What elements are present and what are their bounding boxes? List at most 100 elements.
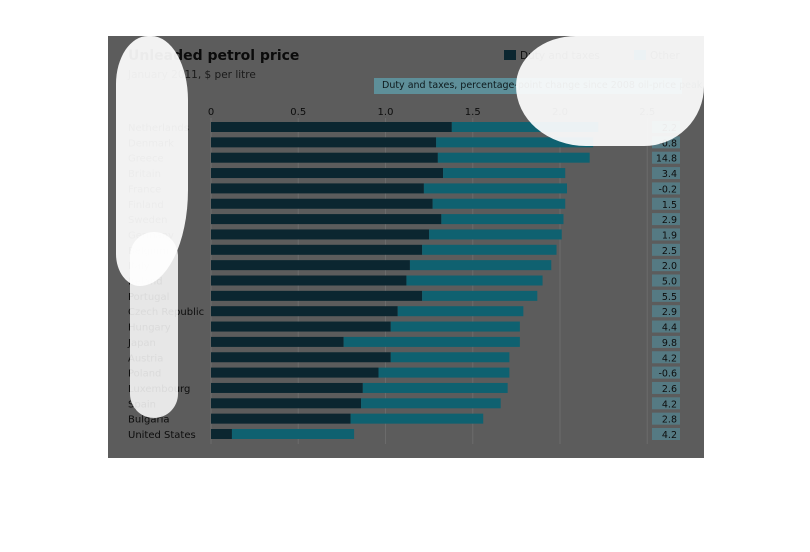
change-value-label: 2.8 bbox=[662, 415, 677, 426]
change-value-cell bbox=[652, 289, 680, 302]
bar-segment-other bbox=[350, 413, 484, 424]
category-label: Hungary bbox=[128, 323, 171, 334]
bar-segment-duty bbox=[211, 168, 444, 179]
bar-segment-other bbox=[397, 306, 524, 317]
change-value-cell bbox=[652, 197, 680, 210]
change-value-label: -0.8 bbox=[658, 138, 677, 149]
bar-segment-other bbox=[432, 198, 566, 209]
change-value-cell bbox=[652, 274, 680, 287]
bar-segment-other bbox=[390, 321, 520, 332]
bar-segment-other bbox=[441, 214, 564, 225]
bar-segment-duty bbox=[211, 244, 423, 255]
bar-segment-other bbox=[406, 275, 543, 286]
x-tick-label: 2.5 bbox=[639, 107, 655, 118]
bar-segment-duty bbox=[211, 336, 344, 347]
legend-item-duty: Duty and taxes bbox=[504, 50, 600, 62]
legend-swatch-duty bbox=[504, 50, 516, 60]
change-value-label: 2.0 bbox=[662, 261, 677, 272]
change-value-label: 3.4 bbox=[662, 169, 677, 180]
change-value-label: 1.5 bbox=[662, 200, 677, 211]
bar-segment-other bbox=[451, 122, 599, 132]
change-value-cell bbox=[652, 182, 680, 195]
bar-segment-duty bbox=[211, 306, 398, 317]
category-label: Czech Republic bbox=[128, 307, 204, 318]
bar-segment-duty bbox=[211, 275, 407, 286]
bar-segment-duty bbox=[211, 413, 351, 424]
bar-segment-duty bbox=[211, 367, 379, 378]
change-value-cell bbox=[652, 228, 680, 241]
category-label: United States bbox=[128, 430, 196, 441]
bar-chart: 0 0.5 1.0 1.5 2.0 2.5 Netherlands 2.2 Denmark -0.… bbox=[127, 107, 680, 444]
bar-segment-other bbox=[390, 352, 510, 363]
category-label: Poland bbox=[128, 369, 161, 380]
change-value-cell bbox=[652, 351, 680, 364]
bar-segment-other bbox=[343, 336, 520, 347]
category-label: Bulgaria bbox=[128, 415, 169, 426]
category-label: Sweden bbox=[128, 215, 168, 226]
bar-segment-duty bbox=[211, 214, 442, 225]
bar-segment-duty bbox=[211, 321, 391, 332]
bar-segment-other bbox=[362, 382, 508, 393]
bar-segment-duty bbox=[211, 122, 452, 132]
legend-label-other: Other bbox=[650, 50, 680, 62]
chart-title: Unleaded petrol price bbox=[128, 48, 300, 64]
bar-segment-other bbox=[378, 367, 510, 378]
bar-segment-other bbox=[231, 429, 355, 439]
x-tick-label: 2.0 bbox=[552, 107, 568, 118]
change-value-cell bbox=[652, 381, 680, 394]
bar-segment-other bbox=[423, 183, 567, 194]
bar-segment-duty bbox=[211, 152, 438, 163]
change-value-label: 4.2 bbox=[662, 353, 677, 364]
bar-segment-other bbox=[422, 290, 538, 301]
bar-segment-duty bbox=[211, 183, 424, 194]
change-value-label: 1.9 bbox=[662, 230, 677, 241]
category-label: Greece bbox=[128, 154, 164, 165]
bar-segment-duty bbox=[211, 260, 410, 271]
x-tick-label: 1.5 bbox=[465, 107, 481, 118]
category-label: Portugal bbox=[128, 292, 169, 303]
bar-segment-duty bbox=[211, 382, 363, 393]
change-value-label: 5.0 bbox=[662, 277, 677, 288]
category-label: Finland bbox=[128, 200, 164, 211]
bar-segment-duty bbox=[211, 229, 430, 240]
bar-segment-duty bbox=[211, 398, 362, 409]
category-label: Italy bbox=[128, 261, 150, 272]
bar-segment-other bbox=[436, 137, 594, 148]
x-tick-label: 0.5 bbox=[290, 107, 306, 118]
x-tick-label: 0 bbox=[208, 107, 214, 118]
category-label: Belgium bbox=[128, 246, 169, 257]
change-value-cell bbox=[652, 412, 680, 425]
chart-panel: 0 0.5 1.0 1.5 2.0 2.5 Netherlands 2.2 Denmark -0.… bbox=[108, 36, 704, 458]
change-value-label: 9.8 bbox=[662, 338, 677, 349]
bar-segment-duty bbox=[211, 198, 433, 209]
annotation-banner: Duty and taxes, percentage-point change … bbox=[374, 78, 702, 94]
change-value-cell bbox=[652, 305, 680, 318]
category-label: Japan bbox=[127, 338, 156, 349]
legend-swatch-other bbox=[634, 50, 646, 60]
bar-segment-other bbox=[437, 152, 590, 163]
change-value-label: 5.5 bbox=[662, 292, 677, 303]
change-value-label: 4.2 bbox=[662, 399, 677, 410]
change-value-cell bbox=[652, 397, 680, 410]
change-value-label: 4.2 bbox=[662, 430, 677, 441]
bar-segment-other bbox=[443, 168, 566, 179]
category-label: France bbox=[128, 184, 161, 195]
bar-segment-other bbox=[429, 229, 562, 240]
bar-segment-other bbox=[422, 244, 557, 255]
change-value-label: 2.6 bbox=[662, 384, 677, 395]
bar-segment-other bbox=[361, 398, 501, 409]
category-label: Denmark bbox=[128, 138, 174, 149]
category-label: Ireland bbox=[128, 277, 163, 288]
change-value-cell bbox=[652, 259, 680, 272]
change-value-label: -0.2 bbox=[658, 184, 677, 195]
change-value-label: 2.9 bbox=[662, 307, 677, 318]
change-value-label: 2.5 bbox=[662, 246, 677, 257]
change-value-label: -0.6 bbox=[658, 369, 677, 380]
bar-segment-duty bbox=[211, 429, 232, 439]
change-value-cell bbox=[652, 335, 680, 348]
bar-segment-duty bbox=[211, 137, 437, 148]
change-value-cell bbox=[652, 366, 680, 379]
bar-segment-duty bbox=[211, 352, 391, 363]
change-value-label: 4.4 bbox=[662, 323, 677, 334]
change-value-cell bbox=[652, 243, 680, 256]
